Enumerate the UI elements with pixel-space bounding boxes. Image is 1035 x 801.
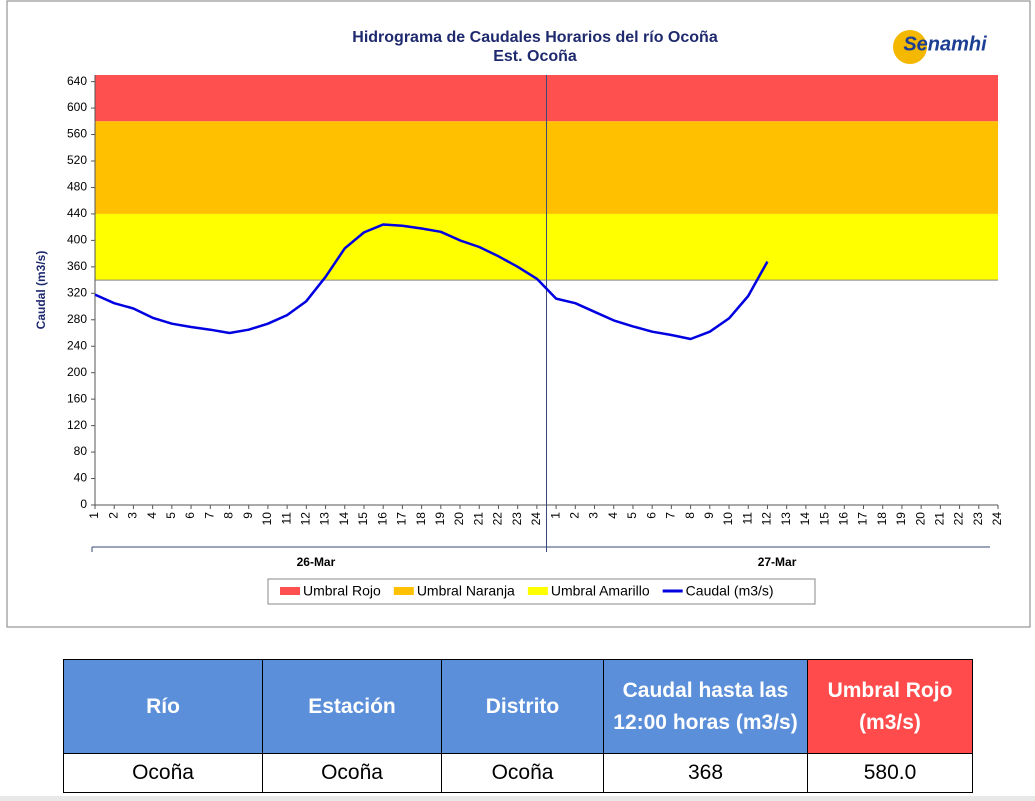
x-tick-label: 9 (241, 512, 255, 519)
x-tick-label: 24 (990, 512, 1004, 526)
y-tick-label: 80 (74, 444, 88, 458)
logo-text: Senamhi (903, 33, 987, 55)
y-tick-label: 600 (67, 100, 87, 114)
x-tick-label: 16 (836, 512, 850, 526)
y-tick-label: 400 (67, 233, 87, 247)
x-tick-label: 4 (145, 512, 159, 519)
y-tick-label: 200 (67, 365, 87, 379)
y-tick-label: 0 (80, 497, 87, 511)
cell: 580.0 (807, 753, 973, 793)
legend-label: Umbral Rojo (303, 583, 381, 599)
x-tick-label: 20 (913, 512, 927, 526)
legend-swatch (280, 587, 300, 595)
x-tick-label: 2 (567, 512, 581, 519)
series-line (94, 223, 769, 341)
legend-label: Umbral Amarillo (551, 583, 650, 599)
header-row: Río Estación Distrito Caudal hasta las 1… (63, 659, 973, 754)
y-tick-label: 40 (74, 471, 88, 485)
cell: 368 (603, 753, 808, 793)
x-tick-label: 14 (337, 512, 351, 526)
x-tick-label: 24 (529, 512, 543, 526)
x-tick-label: 8 (683, 512, 697, 519)
x-tick-label: 16 (375, 512, 389, 526)
chart-title: Hidrograma de Caudales Horarios del río … (352, 29, 718, 46)
x-tick-label: 7 (202, 512, 216, 519)
x-tick-label: 12 (760, 512, 774, 526)
x-tick-label: 7 (664, 512, 678, 519)
x-tick-label: 21 (471, 512, 485, 526)
x-tick-label: 4 (606, 512, 620, 519)
legend-swatch (527, 587, 548, 595)
y-tick-label: 280 (67, 312, 87, 326)
header-cell: Distrito (441, 659, 604, 754)
x-tick-label: 2 (106, 512, 120, 519)
x-tick-label: 10 (260, 512, 274, 526)
x-tick-label: 20 (452, 512, 466, 526)
x-tick-label: 6 (183, 512, 197, 519)
header-cell: Caudal hasta las 12:00 horas (m3/s) (603, 659, 808, 754)
x-tick-label: 23 (971, 512, 985, 526)
group-label: 27-Mar (758, 555, 797, 569)
x-tick-label: 15 (356, 512, 370, 526)
data-row: Ocoña Ocoña Ocoña 368 580.0 (63, 753, 973, 793)
x-tick-label: 22 (952, 512, 966, 526)
legend-label: Umbral Naranja (417, 583, 515, 599)
chart-subtitle: Est. Ocoña (493, 48, 577, 65)
x-tick-label: 6 (644, 512, 658, 519)
logo-sun (893, 30, 927, 64)
group-label: 26-Mar (297, 555, 336, 569)
header-cell: Río (63, 659, 263, 754)
logo: Senamhi (893, 30, 987, 64)
x-tick-label: 14 (798, 512, 812, 526)
legend-swatch (393, 587, 414, 595)
y-tick-label: 520 (67, 153, 87, 167)
y-tick-label: 120 (67, 418, 87, 432)
cell: Ocoña (63, 753, 263, 793)
legend-label: Caudal (m3/s) (686, 583, 774, 599)
cell: Ocoña (262, 753, 442, 793)
x-tick-label: 3 (587, 512, 601, 519)
x-tick-label: 1 (548, 512, 562, 519)
x-tick-label: 17 (395, 512, 409, 526)
y-tick-label: 160 (67, 391, 87, 405)
x-tick-label: 5 (625, 512, 639, 519)
x-tick-label: 17 (856, 512, 870, 526)
x-tick-label: 10 (721, 512, 735, 526)
cell: Ocoña (441, 753, 604, 793)
header-cell: Umbral Rojo (m3/s) (807, 659, 973, 754)
y-tick-label: 320 (67, 285, 87, 299)
y-tick-label: 560 (67, 127, 87, 141)
x-tick-label: 3 (126, 512, 140, 519)
summary-table: Río Estación Distrito Caudal hasta las 1… (63, 659, 973, 793)
x-tick-label: 11 (740, 512, 754, 525)
x-tick-label: 18 (414, 512, 428, 526)
x-tick-label: 8 (222, 512, 236, 519)
x-tick-label: 15 (817, 512, 831, 526)
y-tick-label: 640 (67, 74, 87, 88)
x-tick-label: 13 (779, 512, 793, 526)
y-axis-label: Caudal (m3/s) (34, 251, 48, 330)
x-tick-label: 23 (510, 512, 524, 526)
bottom-strip (0, 796, 1035, 801)
y-tick-label: 240 (67, 338, 87, 352)
y-tick-label: 440 (67, 206, 87, 220)
x-tick-label: 12 (299, 512, 313, 526)
x-tick-label: 19 (894, 512, 908, 526)
x-tick-label: 21 (933, 512, 947, 526)
chart: Hidrograma de Caudales Horarios del río … (6, 0, 1031, 628)
x-tick-label: 11 (279, 512, 293, 525)
x-tick-label: 22 (491, 512, 505, 526)
x-tick-label: 9 (702, 512, 716, 519)
x-tick-label: 13 (318, 512, 332, 526)
x-tick-label: 1 (87, 512, 101, 519)
legend: Umbral Rojo Umbral Naranja Umbral Amarillo… (267, 578, 816, 605)
y-tick-label: 360 (67, 259, 87, 273)
y-tick-label: 480 (67, 180, 87, 194)
x-tick-label: 19 (433, 512, 447, 526)
x-tick-label: 18 (875, 512, 889, 526)
x-tick-label: 5 (164, 512, 178, 519)
header-cell: Estación (262, 659, 442, 754)
